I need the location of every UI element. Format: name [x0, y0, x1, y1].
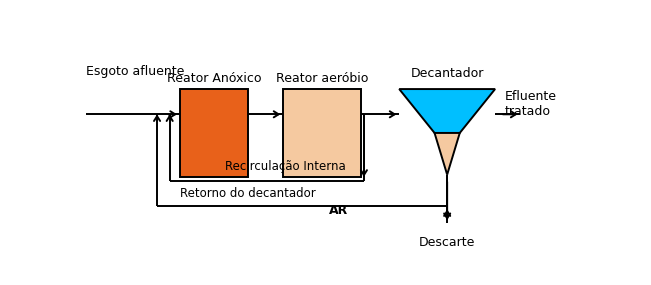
Text: Descarte: Descarte [419, 236, 475, 249]
Text: AR: AR [329, 204, 348, 217]
Bar [180, 89, 248, 177]
Polygon shape [399, 89, 495, 133]
Text: Esgoto afluente: Esgoto afluente [87, 65, 185, 78]
Text: Retorno do decantador: Retorno do decantador [180, 187, 316, 200]
Text: Efluente
tratado: Efluente tratado [505, 90, 557, 119]
Text: Reator aeróbio: Reator aeróbio [276, 72, 368, 85]
Bar [283, 89, 361, 177]
Text: Recirculação Interna: Recirculação Interna [225, 160, 346, 174]
Polygon shape [435, 133, 460, 175]
Text: Decantador: Decantador [411, 67, 484, 80]
Text: Reator Anóxico: Reator Anóxico [167, 72, 261, 85]
